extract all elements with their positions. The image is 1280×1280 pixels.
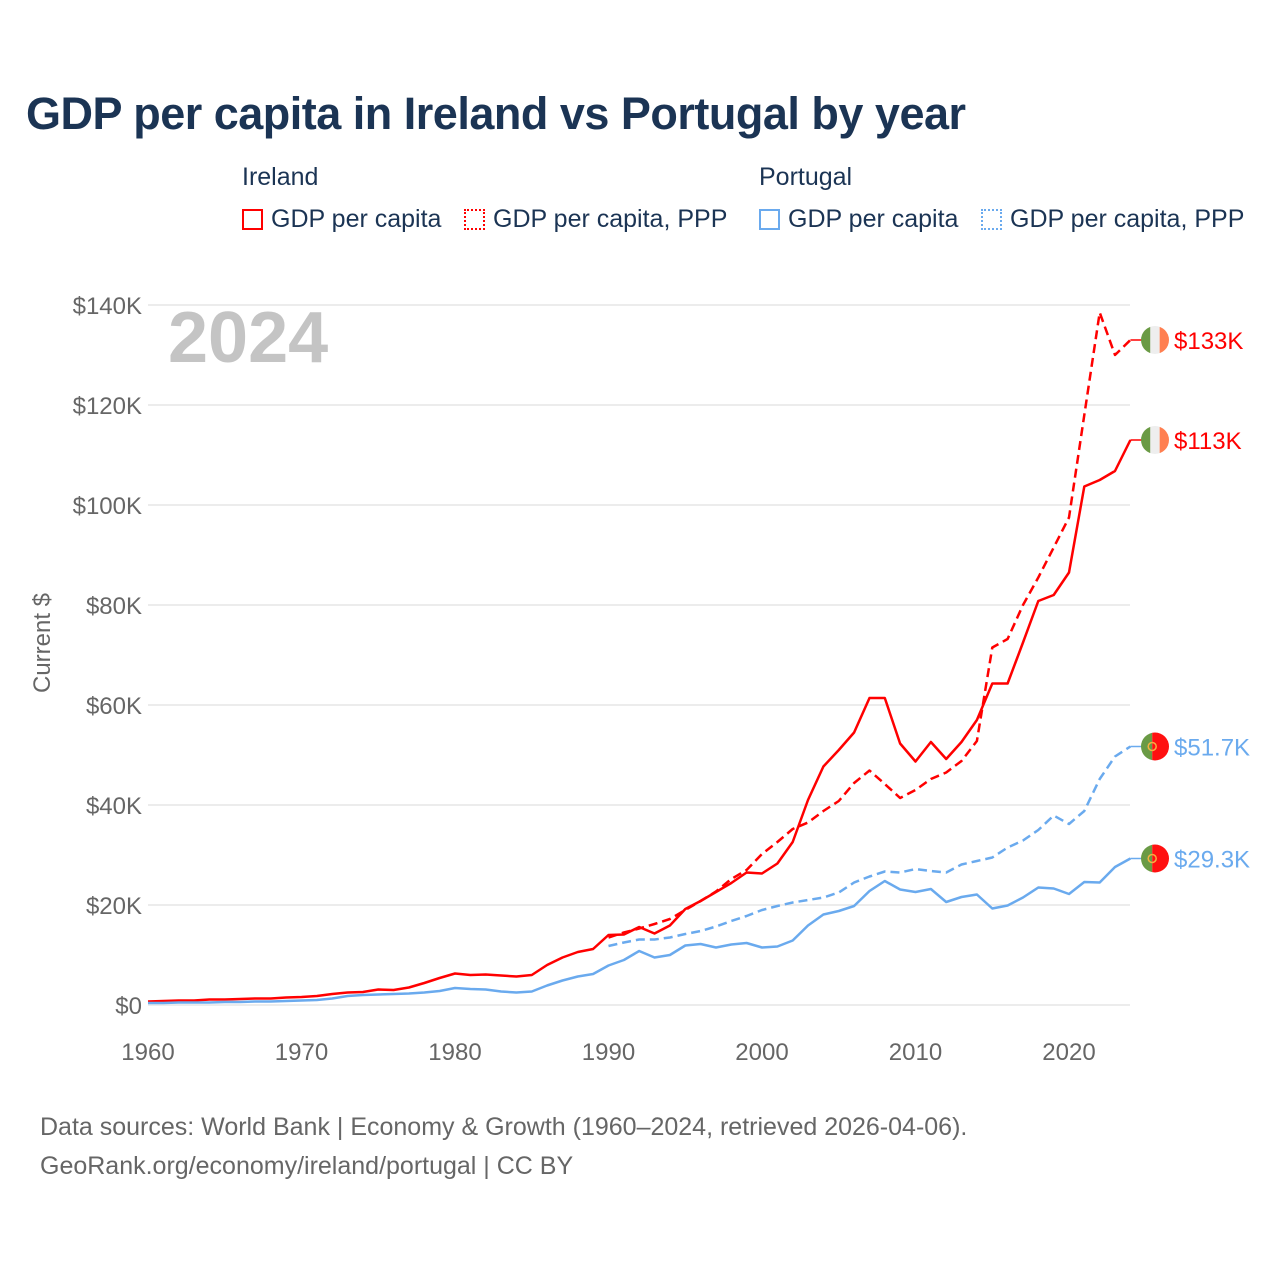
series-line-ireland-gdp-per-capita [147, 439, 1132, 1003]
legend-swatch-dotted-icon [464, 209, 485, 230]
page-title: GDP per capita in Ireland vs Portugal by… [26, 88, 966, 139]
end-value-label: $113K [1174, 428, 1242, 455]
y-tick-label: $0 [115, 993, 142, 1020]
legend-portugal-ppp[interactable]: GDP per capita, PPP [981, 205, 1244, 234]
legend-ireland-ppp[interactable]: GDP per capita, PPP [464, 205, 727, 234]
legend-ireland-gdp[interactable]: GDP per capita [242, 205, 441, 234]
source-note: Data sources: World Bank | Economy & Gro… [40, 1108, 967, 1186]
series-line-ireland-gdp-per-capita-ppp [608, 311, 1132, 939]
x-tick-label: 2010 [889, 1039, 942, 1066]
legend-label: GDP per capita [271, 205, 442, 233]
y-tick-label: $140K [73, 293, 142, 320]
legend-swatch-dotted-icon [981, 209, 1002, 230]
x-tick-label: 2000 [735, 1039, 788, 1066]
y-tick-label: $80K [86, 593, 142, 620]
y-tick-label: $40K [86, 793, 142, 820]
end-value-label: $51.7K [1174, 735, 1250, 762]
x-tick-label: 1990 [582, 1039, 635, 1066]
y-tick-label: $120K [73, 393, 142, 420]
y-tick-label: $60K [86, 693, 142, 720]
legend-swatch-solid-icon [242, 209, 263, 230]
ireland-flag-icon [1141, 326, 1169, 354]
series-line-portugal-gdp-per-capita [148, 857, 1132, 1005]
portugal-flag-icon [1141, 844, 1169, 873]
legend-swatch-solid-icon [759, 209, 780, 230]
legend-portugal-gdp[interactable]: GDP per capita [759, 205, 958, 234]
legend-label: GDP per capita, PPP [493, 205, 728, 233]
year-watermark: 2024 [168, 298, 328, 378]
x-tick-label: 1960 [121, 1039, 174, 1066]
x-tick-label: 1980 [428, 1039, 481, 1066]
source-line-1: Data sources: World Bank | Economy & Gro… [40, 1113, 968, 1141]
end-value-label: $29.3K [1174, 847, 1250, 874]
series-line-portugal-gdp-per-capita-ppp [608, 745, 1132, 948]
source-line-2[interactable]: GeoRank.org/economy/ireland/portugal | C… [40, 1152, 574, 1180]
end-value-label: $133K [1174, 328, 1243, 355]
y-axis-label: Current $ [29, 593, 56, 693]
legend-label: GDP per capita, PPP [1010, 205, 1245, 233]
portugal-flag-icon [1141, 732, 1169, 761]
legend-group-ireland: Ireland [242, 163, 319, 191]
x-tick-label: 2020 [1042, 1039, 1095, 1066]
y-tick-label: $20K [86, 893, 142, 920]
ireland-flag-icon [1141, 426, 1169, 454]
x-tick-label: 1970 [275, 1039, 328, 1066]
legend-label: GDP per capita [788, 205, 959, 233]
y-tick-label: $100K [73, 493, 142, 520]
legend-group-portugal: Portugal [759, 163, 853, 191]
